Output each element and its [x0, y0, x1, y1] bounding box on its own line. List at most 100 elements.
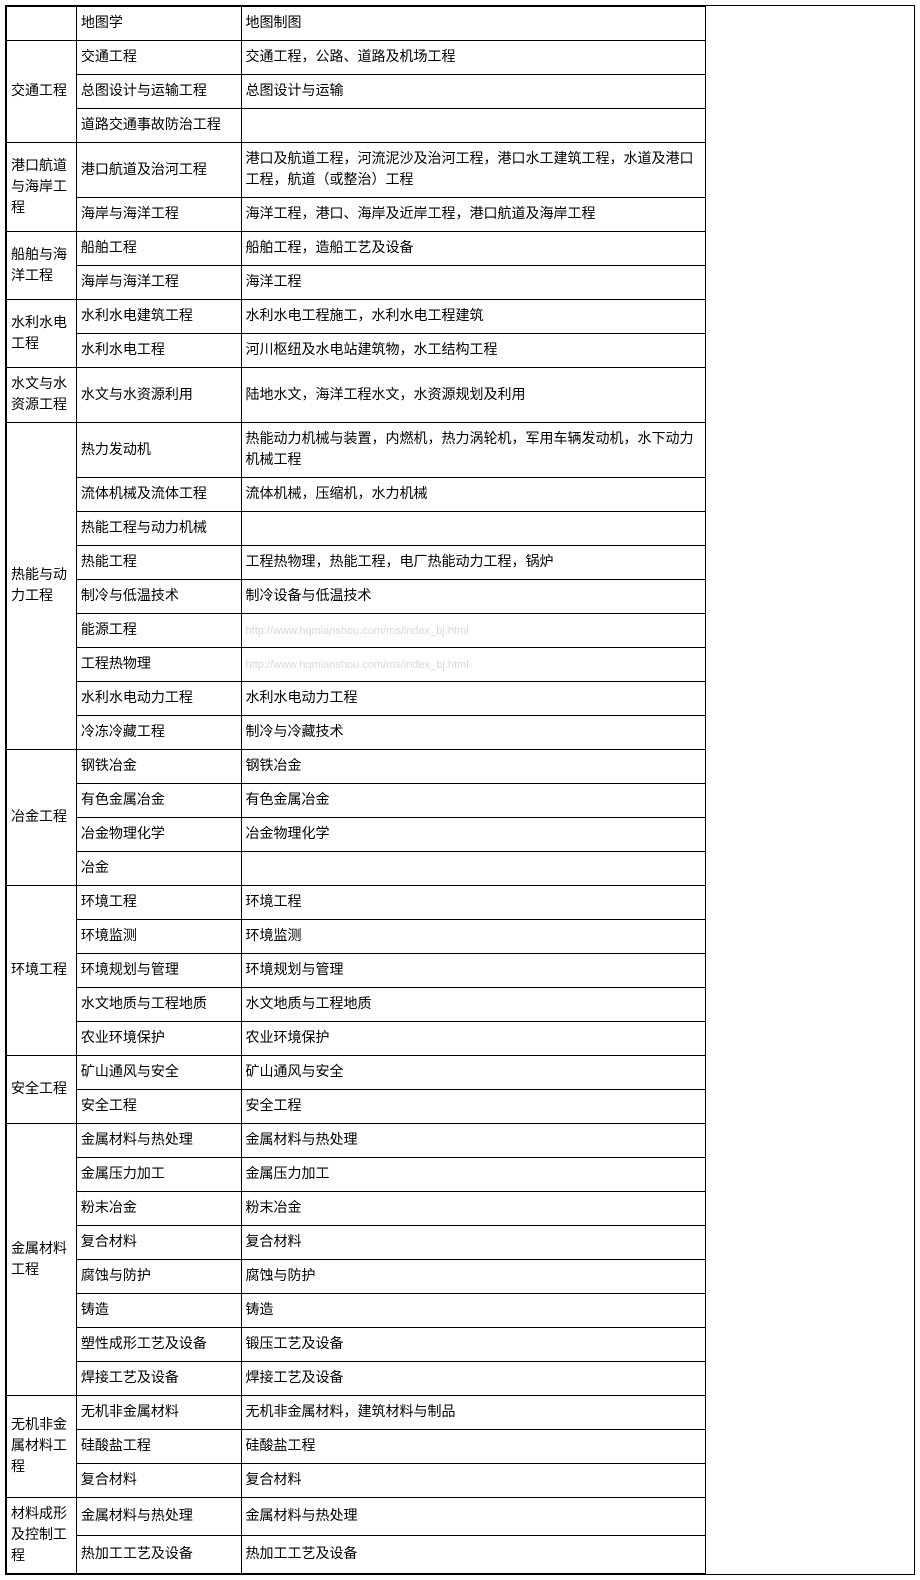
detail-cell: http://www.hqmianshou.com/ms/index_bj.ht… [241, 614, 705, 648]
detail-cell [241, 512, 705, 546]
major-cell: 农业环境保护 [76, 1022, 241, 1056]
category-cell: 交通工程 [7, 41, 77, 143]
table-row: 水利水电工程河川枢纽及水电站建筑物，水工结构工程 [7, 334, 706, 368]
major-cell: 海岸与海洋工程 [76, 266, 241, 300]
detail-cell: 环境规划与管理 [241, 954, 705, 988]
major-cell: 海岸与海洋工程 [76, 198, 241, 232]
detail-cell: 总图设计与运输 [241, 75, 705, 109]
major-cell: 安全工程 [76, 1090, 241, 1124]
table-row: 水文地质与工程地质水文地质与工程地质 [7, 988, 706, 1022]
table-row: 金属材料工程金属材料与热处理金属材料与热处理 [7, 1124, 706, 1158]
table-row: 总图设计与运输工程总图设计与运输 [7, 75, 706, 109]
detail-cell: 粉末冶金 [241, 1192, 705, 1226]
detail-cell: 环境工程 [241, 886, 705, 920]
detail-cell: 热加工工艺及设备 [241, 1536, 705, 1574]
detail-cell: http://www.hqmianshou.com/ms/index_bj.ht… [241, 648, 705, 682]
table-row: 安全工程安全工程 [7, 1090, 706, 1124]
table-row: 粉末冶金粉末冶金 [7, 1192, 706, 1226]
major-cell: 水利水电工程 [76, 334, 241, 368]
detail-cell: 水利水电工程施工，水利水电工程建筑 [241, 300, 705, 334]
table-row: 热能与动力工程热力发动机热能动力机械与装置，内燃机，热力涡轮机，军用车辆发动机，… [7, 423, 706, 478]
major-cell: 冶金 [76, 852, 241, 886]
table-row: 热能工程工程热物理，热能工程，电厂热能动力工程，锅炉 [7, 546, 706, 580]
detail-cell: 热能动力机械与装置，内燃机，热力涡轮机，军用车辆发动机，水下动力机械工程 [241, 423, 705, 478]
table-row: 工程热物理 http://www.hqmianshou.com/ms/index_… [7, 648, 706, 682]
major-cell: 有色金属冶金 [76, 784, 241, 818]
table-row: 热能工程与动力机械 [7, 512, 706, 546]
detail-cell: 无机非金属材料，建筑材料与制品 [241, 1396, 705, 1430]
detail-cell: 金属材料与热处理 [241, 1124, 705, 1158]
major-cell: 环境监测 [76, 920, 241, 954]
table-container: 地图学地图制图交通工程交通工程交通工程，公路、道路及机场工程总图设计与运输工程总… [5, 5, 915, 1575]
major-cell: 工程热物理 [76, 648, 241, 682]
major-cell: 船舶工程 [76, 232, 241, 266]
category-cell: 水文与水资源工程 [7, 368, 77, 423]
table-body: 地图学地图制图交通工程交通工程交通工程，公路、道路及机场工程总图设计与运输工程总… [7, 7, 706, 1574]
table-row: 船舶与海洋工程船舶工程船舶工程，造船工艺及设备 [7, 232, 706, 266]
table-row: 安全工程矿山通风与安全矿山通风与安全 [7, 1056, 706, 1090]
detail-cell: 海洋工程，港口、海岸及近岸工程，港口航道及海岸工程 [241, 198, 705, 232]
table-row: 环境工程环境工程环境工程 [7, 886, 706, 920]
major-cell: 腐蚀与防护 [76, 1260, 241, 1294]
major-cell: 地图学 [76, 7, 241, 41]
major-cell: 金属材料与热处理 [76, 1124, 241, 1158]
category-cell: 金属材料工程 [7, 1124, 77, 1396]
category-cell: 热能与动力工程 [7, 423, 77, 750]
watermark-text: http://www.hqmianshou.com/ms/index_bj.ht… [246, 659, 469, 671]
table-row: 环境规划与管理环境规划与管理 [7, 954, 706, 988]
table-row: 交通工程交通工程交通工程，公路、道路及机场工程 [7, 41, 706, 75]
detail-cell: 船舶工程，造船工艺及设备 [241, 232, 705, 266]
detail-cell: 水文地质与工程地质 [241, 988, 705, 1022]
table-row: 水文与水资源工程水文与水资源利用陆地水文，海洋工程水文，水资源规划及利用 [7, 368, 706, 423]
major-cell: 金属压力加工 [76, 1158, 241, 1192]
table-row: 复合材料复合材料 [7, 1226, 706, 1260]
table-row: 水利水电工程水利水电建筑工程水利水电工程施工，水利水电工程建筑 [7, 300, 706, 334]
major-cell: 塑性成形工艺及设备 [76, 1328, 241, 1362]
detail-cell: 冶金物理化学 [241, 818, 705, 852]
major-cell: 热能工程与动力机械 [76, 512, 241, 546]
table-row: 能源工程http://www.hqmianshou.com/ms/index_b… [7, 614, 706, 648]
major-cell: 金属材料与热处理 [76, 1498, 241, 1536]
major-cell: 水文与水资源利用 [76, 368, 241, 423]
table-row: 铸造铸造 [7, 1294, 706, 1328]
detail-cell: 海洋工程 [241, 266, 705, 300]
major-cell: 硅酸盐工程 [76, 1430, 241, 1464]
detail-cell: 工程热物理，热能工程，电厂热能动力工程，锅炉 [241, 546, 705, 580]
category-cell [7, 7, 77, 41]
major-cell: 铸造 [76, 1294, 241, 1328]
major-cell: 无机非金属材料 [76, 1396, 241, 1430]
table-row: 港口航道与海岸工程港口航道及治河工程港口及航道工程，河流泥沙及治河工程，港口水工… [7, 143, 706, 198]
major-cell: 热力发动机 [76, 423, 241, 478]
table-row: 冶金 [7, 852, 706, 886]
major-cell: 水利水电动力工程 [76, 682, 241, 716]
major-cell: 交通工程 [76, 41, 241, 75]
major-cell: 制冷与低温技术 [76, 580, 241, 614]
detail-cell: 金属压力加工 [241, 1158, 705, 1192]
major-cell: 钢铁冶金 [76, 750, 241, 784]
category-cell: 材料成形及控制工程 [7, 1498, 77, 1574]
detail-cell: 硅酸盐工程 [241, 1430, 705, 1464]
major-cell: 总图设计与运输工程 [76, 75, 241, 109]
category-cell: 安全工程 [7, 1056, 77, 1124]
detail-cell: 焊接工艺及设备 [241, 1362, 705, 1396]
table-row: 海岸与海洋工程海洋工程，港口、海岸及近岸工程，港口航道及海岸工程 [7, 198, 706, 232]
detail-cell: 陆地水文，海洋工程水文，水资源规划及利用 [241, 368, 705, 423]
detail-cell: 水利水电动力工程 [241, 682, 705, 716]
table-row: 复合材料复合材料 [7, 1464, 706, 1498]
category-cell: 水利水电工程 [7, 300, 77, 368]
major-cell: 焊接工艺及设备 [76, 1362, 241, 1396]
table-row: 焊接工艺及设备焊接工艺及设备 [7, 1362, 706, 1396]
major-cell: 热能工程 [76, 546, 241, 580]
category-cell: 冶金工程 [7, 750, 77, 886]
major-cell: 能源工程 [76, 614, 241, 648]
major-cell: 流体机械及流体工程 [76, 478, 241, 512]
table-row: 农业环境保护农业环境保护 [7, 1022, 706, 1056]
detail-cell [241, 109, 705, 143]
table-row: 有色金属冶金有色金属冶金 [7, 784, 706, 818]
detail-cell: 金属材料与热处理 [241, 1498, 705, 1536]
detail-cell: 复合材料 [241, 1226, 705, 1260]
detail-cell: 复合材料 [241, 1464, 705, 1498]
detail-cell: 河川枢纽及水电站建筑物，水工结构工程 [241, 334, 705, 368]
detail-cell: 环境监测 [241, 920, 705, 954]
table-row: 材料成形及控制工程金属材料与热处理金属材料与热处理 [7, 1498, 706, 1536]
